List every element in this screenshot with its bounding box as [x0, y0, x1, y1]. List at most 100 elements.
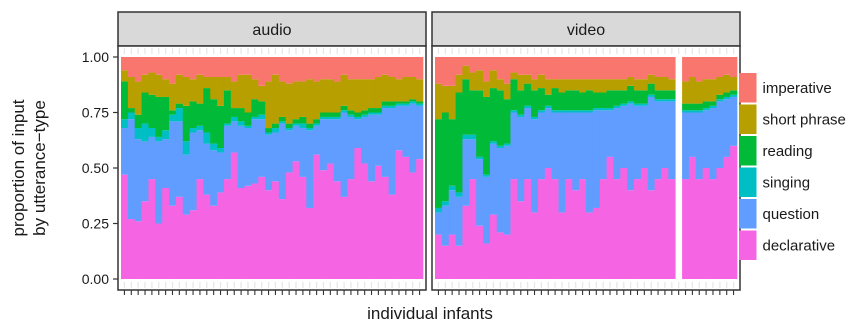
bar-segment-reading [162, 96, 170, 131]
bar-segment-imperative [210, 57, 218, 77]
bar-segment-question [476, 159, 484, 226]
bar-segment-short-phrase [134, 81, 142, 115]
bar-segment-reading [217, 105, 225, 149]
bar-segment-declarative [182, 214, 190, 279]
bar-segment-singing [531, 116, 539, 120]
bar-segment-reading [489, 88, 498, 142]
bar-segment-declarative [381, 176, 390, 279]
bar-segment-question [572, 112, 580, 191]
bar-segment-declarative [361, 163, 369, 279]
bar-segment-imperative [558, 57, 566, 80]
bar-segment-reading [299, 116, 307, 124]
bar-segment-question [586, 112, 594, 213]
bar-segment-reading [326, 112, 335, 117]
bar-segment-imperative [688, 57, 697, 77]
bar-segment-reading [237, 108, 245, 122]
bar-segment-singing [647, 94, 655, 97]
bar-segment-reading [368, 108, 376, 113]
bar-segment-declarative [510, 179, 518, 279]
legend-label: reading [763, 143, 813, 160]
bar-segment-reading [203, 88, 211, 133]
bar-segment-short-phrase [313, 81, 321, 120]
bar-segment-declarative [354, 148, 362, 279]
legend-key [739, 167, 757, 197]
bar-segment-declarative [606, 156, 614, 279]
bar-segment-question [634, 105, 642, 180]
bar-segment-question [292, 125, 300, 162]
bar-segment-imperative [634, 57, 642, 80]
bar-segment-reading [285, 123, 293, 129]
bar-segment-singing [496, 145, 504, 149]
bar-segment-reading [251, 99, 259, 117]
bar-segment-declarative [441, 245, 450, 279]
bar-segment-short-phrase [265, 81, 273, 129]
bar-segment-question [121, 128, 129, 175]
y-tick-label: 1.00 [82, 49, 109, 65]
bar-segment-singing [381, 105, 390, 109]
bar-segment-reading [517, 90, 525, 115]
legend-label: singing [763, 175, 811, 192]
bar-segment-reading [709, 101, 717, 106]
bar-segment-declarative [634, 179, 642, 279]
bar-segment-imperative [299, 57, 307, 82]
bar-segment-singing [503, 143, 511, 146]
bar-segment-imperative [306, 57, 314, 80]
bar-segment-question [182, 154, 190, 215]
bar-segment-short-phrase [510, 72, 518, 80]
bar-segment-short-phrase [285, 83, 293, 124]
bar-segment-singing [258, 114, 266, 120]
bar-segment-short-phrase [127, 76, 136, 109]
bar-segment-question [627, 103, 635, 191]
bar-segment-imperative [723, 57, 731, 75]
bar-segment-imperative [182, 57, 190, 77]
bar-segment-reading [558, 92, 566, 111]
y-axis: 0.00 0.25 0.50 0.75 1.00 [82, 49, 118, 287]
bar-segment-question [565, 112, 573, 180]
bar-segment-singing [579, 110, 587, 113]
bar-segment-declarative [368, 181, 376, 279]
bar-segment-declarative [155, 223, 163, 279]
bar-segment-reading [695, 103, 704, 111]
bar-segment-question [524, 108, 532, 180]
bar-segment-declarative [265, 190, 273, 279]
bar-segment-reading [347, 110, 355, 115]
bar-segment-reading [688, 103, 697, 111]
bar-segment-short-phrase [544, 79, 553, 95]
bar-segment-declarative [306, 207, 314, 279]
bar-segment-singing [599, 108, 607, 111]
strip-label-video: video [567, 22, 605, 39]
bar-segment-question [709, 108, 717, 180]
bar-segment-singing [340, 110, 348, 113]
bar-segment-reading [155, 96, 163, 137]
bar-segment-reading [476, 90, 484, 157]
bar-segment-reading [121, 81, 129, 120]
bar-segment-question [374, 114, 383, 166]
bar-segment-imperative [196, 57, 204, 75]
bar-segment-question [134, 139, 142, 222]
bar-segment-singing [388, 105, 396, 109]
bar-segment-short-phrase [196, 74, 204, 104]
legend-key [739, 230, 757, 260]
bar-segment-question [299, 128, 307, 177]
bar-segment-reading [388, 101, 396, 106]
bar-segment-short-phrase [435, 83, 443, 120]
bar-segment-short-phrase [258, 85, 266, 102]
strip-label-audio: audio [252, 22, 291, 39]
bar-segment-question [510, 112, 518, 180]
bar-segment-short-phrase [483, 81, 491, 97]
bar-segment-imperative [537, 57, 546, 75]
bar-segment-short-phrase [489, 70, 498, 89]
bar-segment-short-phrase [661, 76, 669, 91]
bar-segment-reading [586, 90, 594, 111]
bar-segment-declarative [169, 205, 177, 279]
bar-segment-short-phrase [592, 79, 601, 93]
legend-item-imperative: imperative [739, 73, 832, 103]
y-axis-title-line-2: by utterance−type [30, 100, 49, 236]
bar-segment-question [251, 119, 259, 184]
bar-segment-declarative [489, 214, 498, 279]
bar-segment-question [723, 99, 731, 157]
bar-segment-question [462, 139, 470, 206]
bar-segment-imperative [354, 57, 362, 80]
bar-segment-singing [189, 128, 197, 133]
